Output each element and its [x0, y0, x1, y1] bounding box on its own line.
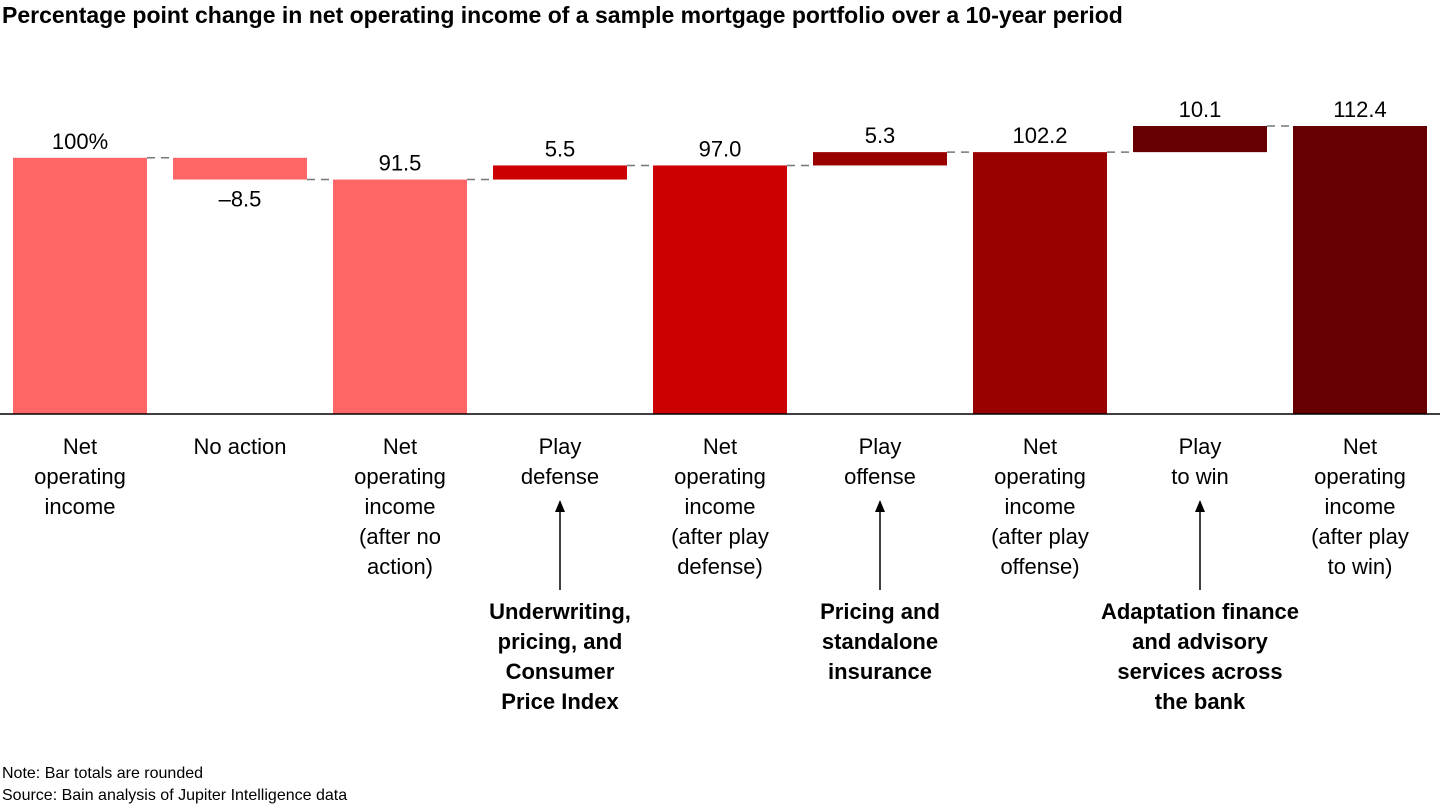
- category-label-line: (after play: [1311, 524, 1409, 549]
- lever-label-2: Adaptation finance and advisory services a…: [1070, 597, 1330, 717]
- value-label-5: 5.3: [865, 123, 896, 148]
- category-label-line: operating: [34, 464, 126, 489]
- category-label-line: income: [684, 494, 756, 519]
- category-label-line: (after play: [671, 524, 769, 549]
- category-label-3: Play defense: [485, 432, 635, 492]
- category-label-4: Net operating income (after play defense): [645, 432, 795, 582]
- category-label-line: to win): [1327, 554, 1393, 579]
- lever-label-line: services across: [1117, 659, 1283, 684]
- value-labels: 100% –8.5 91.5 5.5 97.0 5.3 102.2 10.1 112.4: [52, 97, 1387, 212]
- value-label-4: 97.0: [699, 136, 742, 161]
- arrow-up-icon: [1195, 500, 1205, 512]
- arrow-up-icon: [555, 500, 565, 512]
- bar-1: [173, 157, 307, 180]
- value-label-2: 91.5: [379, 151, 422, 176]
- category-label-line: Net: [1342, 434, 1378, 459]
- chart-source: Source: Bain analysis of Jupiter Intelli…: [2, 787, 348, 804]
- category-label-line: operating: [994, 464, 1086, 489]
- category-label-line: operating: [1314, 464, 1406, 489]
- bars-group: [13, 126, 1427, 414]
- category-label-line: offense): [1000, 554, 1080, 579]
- lever-label-line: pricing, and: [497, 629, 623, 654]
- lever-label-line: insurance: [828, 659, 932, 684]
- category-label-8: Net operating income (after play to win): [1285, 432, 1435, 582]
- category-label-line: income: [1324, 494, 1396, 519]
- bar-5: [813, 152, 947, 166]
- category-label-line: Play: [538, 434, 582, 459]
- category-label-line: defense): [677, 554, 763, 579]
- bar-4: [653, 165, 787, 414]
- category-label-line: Net: [1022, 434, 1058, 459]
- category-label-line: defense: [520, 464, 600, 489]
- category-label-line: Net: [62, 434, 98, 459]
- lever-label-line: Underwriting,: [489, 599, 631, 624]
- lever-label-1: Pricing and standalone insurance: [750, 597, 1010, 687]
- category-label-line: to win: [1171, 464, 1229, 489]
- value-label-6: 102.2: [1012, 123, 1067, 148]
- lever-label-line: the bank: [1154, 689, 1246, 714]
- category-label-line: action): [366, 554, 434, 579]
- category-label-line: Net: [702, 434, 738, 459]
- lever-arrows: [555, 500, 1205, 590]
- category-label-line: Play: [858, 434, 902, 459]
- value-label-0: 100%: [52, 129, 108, 154]
- category-label-1: No action: [165, 432, 315, 462]
- lever-label-0: Underwriting, pricing, and Consumer Price I…: [430, 597, 690, 717]
- category-label-line: income: [44, 494, 116, 519]
- category-label-2: Net operating income (after no action): [325, 432, 475, 582]
- category-label-7: Play to win: [1125, 432, 1275, 492]
- lever-label-line: Price Index: [501, 689, 619, 714]
- category-label-line: income: [364, 494, 436, 519]
- bar-3: [493, 165, 627, 180]
- category-label-line: No action: [193, 434, 287, 459]
- value-label-3: 5.5: [545, 136, 576, 161]
- category-label-line: operating: [354, 464, 446, 489]
- category-label-0: Net operating income: [5, 432, 155, 522]
- category-label-line: income: [1004, 494, 1076, 519]
- lever-label-line: standalone: [821, 629, 939, 654]
- category-label-line: offense: [844, 464, 916, 489]
- category-label-6: Net operating income (after play offense): [965, 432, 1115, 582]
- bar-7: [1133, 126, 1267, 153]
- bar-8: [1293, 126, 1427, 414]
- lever-label-line: Adaptation finance: [1100, 599, 1299, 624]
- value-label-8: 112.4: [1333, 97, 1386, 122]
- category-label-line: Play: [1178, 434, 1222, 459]
- category-label-line: (after play: [991, 524, 1089, 549]
- chart-title: Percentage point change in net operating…: [2, 2, 1123, 28]
- value-label-1: –8.5: [219, 187, 262, 212]
- lever-label-line: and advisory: [1132, 629, 1268, 654]
- category-label-5: Play offense: [805, 432, 955, 492]
- bar-0: [13, 157, 147, 414]
- lever-label-line: Consumer: [505, 659, 615, 684]
- chart-note: Note: Bar totals are rounded: [2, 765, 204, 782]
- category-label-line: operating: [674, 464, 766, 489]
- category-label-line: Net: [382, 434, 418, 459]
- category-label-line: (after no: [359, 524, 441, 549]
- lever-label-line: Pricing and: [820, 599, 940, 624]
- value-label-7: 10.1: [1179, 97, 1222, 122]
- bar-2: [333, 179, 467, 414]
- arrow-up-icon: [875, 500, 885, 512]
- connector-lines: [147, 125, 1293, 181]
- bar-6: [973, 152, 1107, 414]
